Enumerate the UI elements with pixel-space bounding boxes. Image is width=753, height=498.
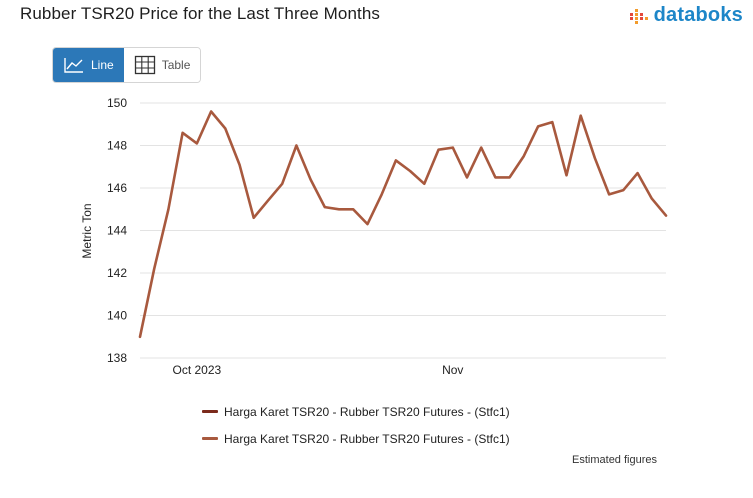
- grid-lines: [140, 102, 666, 359]
- table-grid-icon: [134, 55, 155, 75]
- databoks-logo-icon: [629, 8, 648, 24]
- view-toggle: Line Table: [52, 47, 202, 83]
- series-lines: [138, 110, 668, 339]
- legend-label-2: Harga Karet TSR20 - Rubber TSR20 Futures…: [224, 431, 510, 446]
- y-tick-label: 142: [107, 266, 127, 280]
- y-tick-label: 146: [107, 181, 127, 195]
- legend-item-series-2[interactable]: Harga Karet TSR20 - Rubber TSR20 Futures…: [202, 425, 510, 452]
- x-tick-label: Oct 2023: [173, 363, 222, 377]
- legend-label-1: Harga Karet TSR20 - Rubber TSR20 Futures…: [224, 404, 510, 419]
- y-axis-ticks: 138 140 142 144 146 148 150: [107, 96, 127, 365]
- legend-swatch-1: [202, 410, 218, 413]
- brand-logo[interactable]: databoks: [628, 4, 743, 27]
- line-chart-icon: [64, 58, 83, 73]
- table-view-label: Table: [161, 58, 191, 72]
- y-axis-label: Metric Ton: [80, 203, 94, 258]
- legend-swatch-2: [202, 437, 218, 440]
- chart-title: Rubber TSR20 Price for the Last Three Mo…: [20, 4, 381, 23]
- table-view-button[interactable]: Table: [123, 48, 201, 82]
- y-tick-label: 144: [107, 224, 127, 238]
- estimated-figures-note: Estimated figures: [572, 454, 657, 466]
- y-tick-label: 150: [107, 96, 127, 110]
- y-tick-label: 138: [107, 351, 127, 365]
- series-line-2[interactable]: [138, 110, 668, 339]
- brand-name: databoks: [653, 4, 743, 26]
- x-axis-ticks: Oct 2023 Nov: [173, 363, 464, 377]
- chart-legend: Harga Karet TSR20 - Rubber TSR20 Futures…: [202, 398, 510, 452]
- legend-item-series-1[interactable]: Harga Karet TSR20 - Rubber TSR20 Futures…: [202, 398, 510, 425]
- y-tick-label: 140: [107, 309, 127, 323]
- x-tick-label: Nov: [442, 363, 463, 377]
- line-view-button[interactable]: Line: [53, 48, 124, 82]
- y-tick-label: 148: [107, 139, 127, 153]
- line-view-label: Line: [91, 58, 114, 72]
